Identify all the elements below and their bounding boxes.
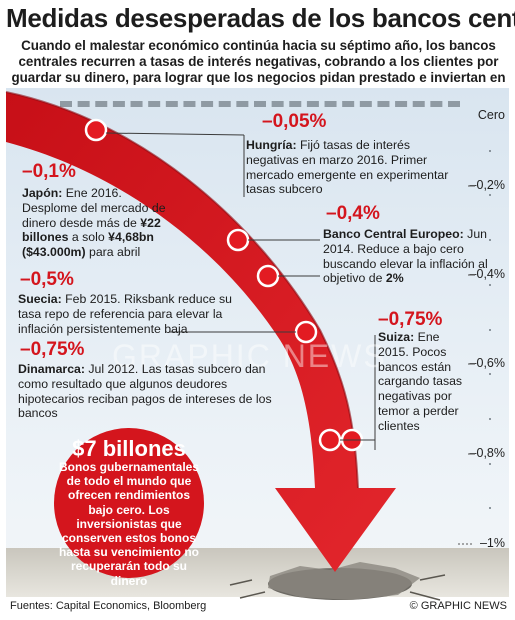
bonds-description: Bonos gubernamentales de todo el mundo q…: [58, 460, 200, 588]
zero-line: [60, 101, 460, 107]
japon-rate: –0,1%: [22, 161, 76, 182]
dinamarca-text: Jul 2012. Las tasas subcero dan como res…: [18, 362, 272, 421]
japon-text-1: Ene 2016. Desplome del mercado de dinero…: [22, 186, 166, 230]
bce-rate: –0,4%: [326, 203, 380, 224]
hungria-description: Hungría: Fijó tasas de interés negativas…: [246, 138, 454, 197]
scale-label-zero: Cero: [477, 108, 505, 122]
scale-label-0-2: –0,2%: [469, 178, 505, 192]
marker-japon: [226, 228, 250, 252]
suecia-rate: –0,5%: [20, 269, 74, 290]
japon-bold-1: ¥22 billones: [22, 215, 161, 245]
scale-label-0-6: –0,6%: [469, 356, 505, 370]
hungria-text: Fijó tasas de interés negativas en marzo…: [246, 138, 449, 197]
suiza-text: Ene 2015. Pocos bancos están cargando ta…: [378, 330, 463, 433]
bce-label: Banco Central Europeo:: [323, 227, 464, 241]
bonds-amount: $7 billones: [72, 436, 186, 461]
sources: Fuentes: Capital Economics, Bloomberg: [10, 600, 207, 612]
suiza-description: Suiza: Ene 2015. Pocos bancos están carg…: [378, 330, 470, 434]
page-title: Medidas desesperadas de los bancos centr…: [6, 3, 515, 33]
suecia-text: Feb 2015. Riksbank reduce su tasa repo d…: [18, 292, 232, 336]
dinamarca-rate: –0,75%: [20, 339, 85, 360]
arrow-body: [6, 92, 396, 572]
japon-label: Japón:: [22, 186, 63, 200]
suiza-rate: –0,75%: [378, 309, 443, 330]
dinamarca-label: Dinamarca:: [18, 362, 85, 376]
bce-bold: 2%: [385, 271, 404, 286]
suecia-description: Suecia: Feb 2015. Riksbank reduce su tas…: [18, 292, 240, 336]
marker-bce: [256, 264, 280, 288]
marker-suiza: [318, 428, 342, 452]
japon-text-2: a solo: [71, 230, 105, 245]
watermark-text: GRAPHIC NEWS: [112, 338, 387, 374]
hungria-rate: –0,05%: [262, 111, 327, 132]
japon-description: Japón: Ene 2016. Desplome del mercado de…: [22, 186, 174, 260]
japon-text-3: para abril: [89, 245, 141, 260]
bce-description: Banco Central Europeo: Jun 2014. Reduce …: [323, 227, 509, 286]
scale-label-0-4: –0,4%: [469, 267, 505, 281]
bce-text: Jun 2014. Reduce a bajo cero buscando el…: [323, 227, 488, 286]
page-subtitle: Cuando el malestar económico continúa ha…: [11, 38, 506, 101]
scale-label-1: –1%: [479, 536, 505, 550]
japon-bold-2: ¥4,68bn ($43.000m): [22, 230, 154, 260]
scale-label-0-8: –0,8%: [469, 446, 505, 460]
marker-hungria: [84, 118, 108, 142]
hungria-label: Hungría:: [246, 138, 297, 152]
suiza-label: Suiza:: [378, 330, 415, 344]
credit: © GRAPHIC NEWS: [409, 600, 507, 612]
bonds-callout: [54, 428, 204, 578]
dinamarca-description: Dinamarca: Jul 2012. Las tasas subcero d…: [18, 362, 294, 421]
suecia-label: Suecia:: [18, 292, 62, 306]
